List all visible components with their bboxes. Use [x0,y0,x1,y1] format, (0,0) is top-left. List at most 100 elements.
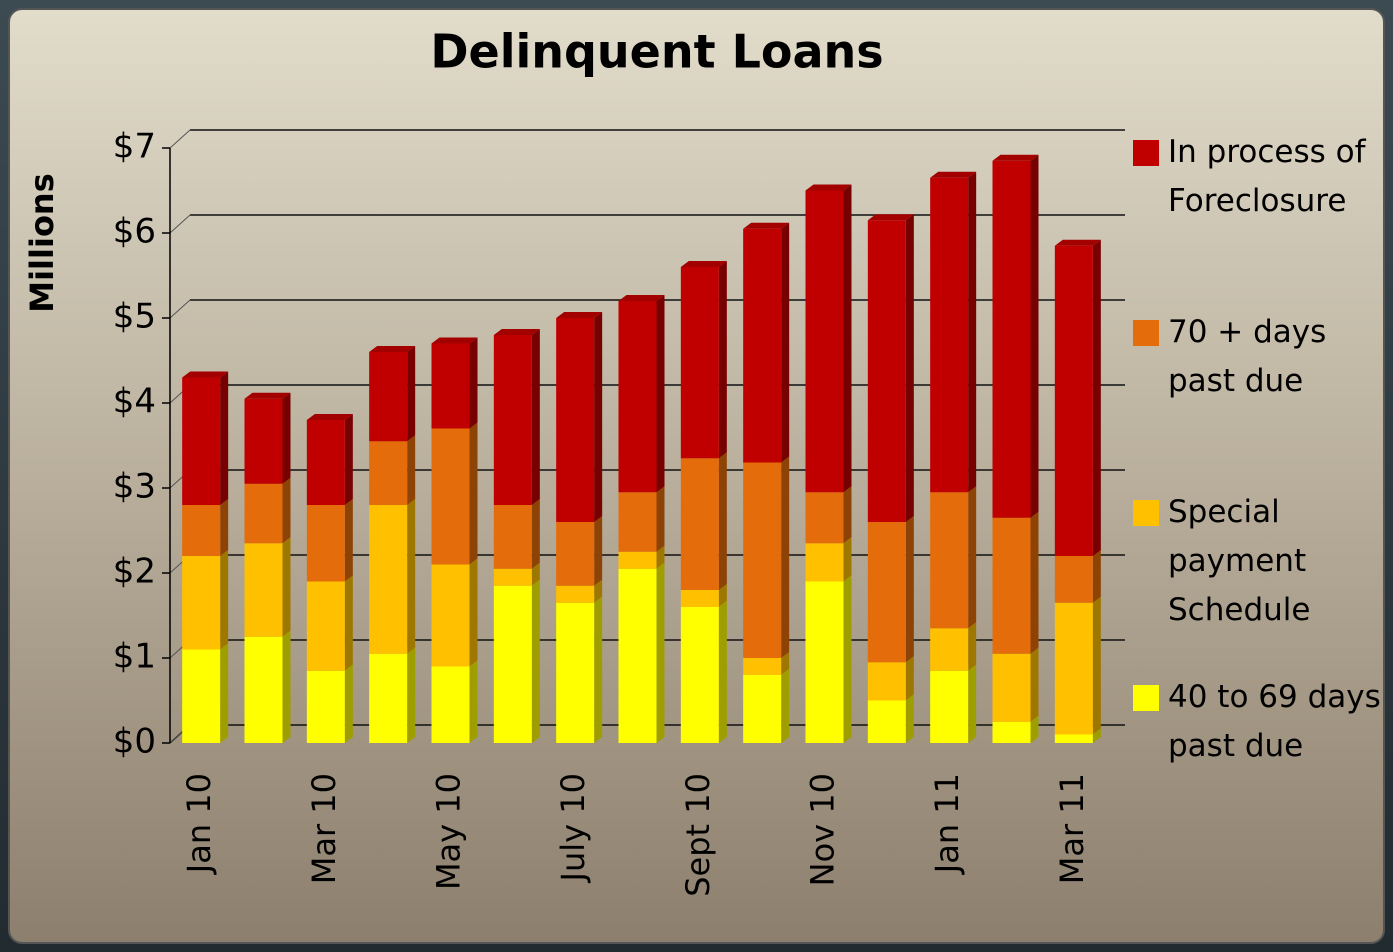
bar-side [594,516,603,586]
bar-segment [1054,734,1093,743]
chart-title: Delinquent Loans [430,25,883,79]
bar-side [656,562,665,743]
bar-side [531,329,540,505]
bar-segment [369,441,408,505]
x-tick-label: Nov 10 [804,773,842,886]
bar-side [781,222,790,463]
bar-segment [369,653,408,743]
bar-side [531,562,540,586]
bar-segment [182,505,221,556]
x-tick-label: Mar 10 [305,773,343,884]
bar-segment [493,505,532,569]
bar-side [407,499,416,654]
y-tick-label: $2 [113,552,156,592]
bar-side [282,537,291,637]
bar-side [220,371,229,505]
bar-segment [244,543,283,637]
bar-top [930,171,977,178]
bar-segment [992,653,1031,722]
bar-segment [493,585,532,743]
y-tick-label: $7 [113,127,156,167]
bar-side [1030,715,1039,743]
bar-segment [743,675,782,743]
bar-side [220,499,229,556]
bar-segment [930,670,969,743]
bar-segment [431,564,470,667]
bar-top [992,154,1039,161]
bar-side [407,647,416,743]
y-tick-label: $3 [113,467,156,507]
bar-segment [867,522,906,663]
x-tick-label: May 10 [430,773,468,890]
bar-segment [867,700,906,743]
bar-segment [992,721,1031,743]
bar-segment [306,420,345,505]
bar-segment [680,267,719,459]
bar-side [594,579,603,603]
bar-side [843,184,852,493]
bar-segment [743,462,782,658]
bar-side [781,456,790,658]
bar-segment [930,492,969,629]
bar-top [805,184,852,191]
bar-segment [556,585,595,603]
bar-segment [618,301,657,493]
bar-segment [743,228,782,463]
bar-side [656,295,665,493]
bar-segment [493,568,532,586]
bar-side [220,550,229,650]
bar-side [407,435,416,505]
bar-side [531,579,540,743]
bar-segment [182,377,221,505]
bar-side [968,171,977,493]
legend-swatch [1133,320,1159,346]
legend-item: 70 + days past due [1133,308,1383,406]
bar-side [469,422,478,565]
bar-segment [182,556,221,650]
bar-segment [306,505,345,582]
legend-label: 40 to 69 days past due [1168,679,1381,764]
bar-segment [805,543,844,582]
bar-side [1030,154,1039,518]
bar-segment [369,505,408,654]
bar-side [594,596,603,743]
grid-line-side [169,129,191,149]
y-tick-label: $1 [113,637,156,677]
bar-side [1030,511,1039,654]
bar-side [968,622,977,671]
bar-side [718,452,727,590]
legend-swatch [1133,140,1159,166]
bar-side [220,643,229,743]
x-tick-label: Jan 10 [180,773,218,875]
bar-top [556,312,603,318]
bar-side [656,486,665,552]
bar-side [344,575,353,671]
legend-item: In process of Foreclosure [1133,128,1383,226]
bar-side [282,392,291,484]
bar-segment [556,602,595,743]
bar-side [781,652,790,675]
grid-line-side [169,299,191,319]
bar-segment [992,160,1031,518]
bar-top [431,337,478,344]
y-tick-label: $6 [113,212,156,252]
grid-line-side [169,214,191,234]
bar-top [867,214,914,221]
bar-side [282,630,291,743]
bar-segment [306,581,345,671]
bar-segment [556,318,595,522]
legend-item: Special payment Schedule [1133,488,1383,635]
bar-side [718,601,727,743]
bar-side [905,214,914,522]
bar-side [1092,550,1101,603]
bar-top [182,371,229,378]
bar-side [407,346,416,442]
bar-side [469,558,478,667]
bar-top [743,222,790,229]
y-tick-label: $4 [113,382,156,422]
legend-label: Special payment Schedule [1168,494,1311,628]
legend-swatch [1133,685,1159,711]
x-tick-label: Jan 11 [928,773,966,875]
